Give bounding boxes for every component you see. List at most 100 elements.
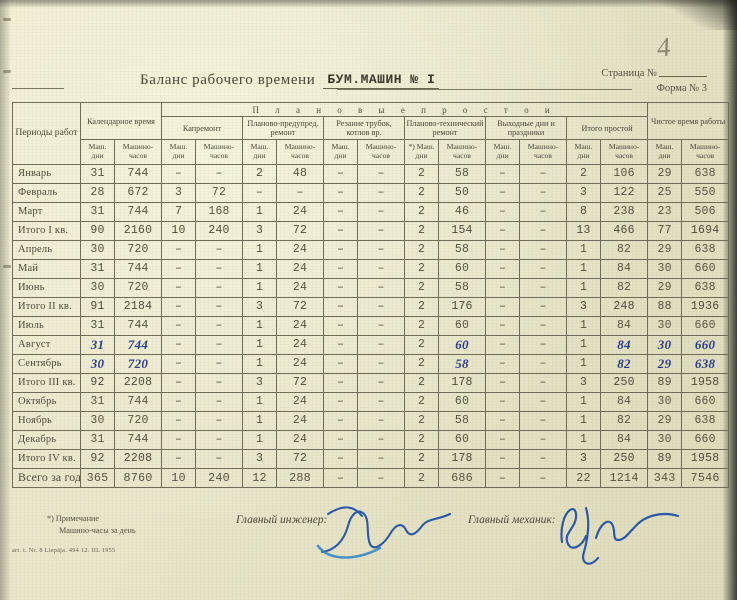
row-label-period: Март <box>12 201 81 222</box>
cell-kap-h: – <box>195 429 244 450</box>
cell-ppr-d: 1 <box>242 410 278 431</box>
cell-ppr-d: 2 <box>242 163 278 184</box>
cell-cal-d: 90 <box>80 220 115 241</box>
signature-engineer-label: Главный инженер: <box>236 514 328 526</box>
col-header-rezanie: Резание трубок, котлов вр. <box>323 116 406 141</box>
cell-idle-d: 1 <box>566 258 602 279</box>
cell-cal-h: 8760 <box>113 467 163 488</box>
col-header-planned-idle: П л а н о в ы е п р о с т о и <box>161 101 649 118</box>
cell-kap-d: – <box>161 296 197 317</box>
cell-cal-h: 2160 <box>113 220 163 241</box>
cell-rez-d: – <box>323 467 359 488</box>
row-label-period: Июль <box>12 315 81 336</box>
form-number-label: Форма № 3 <box>656 83 707 94</box>
subcol-header-ptr-days: *) Маш. дни <box>404 139 440 165</box>
footnote-marker: *) Примечание <box>47 514 100 523</box>
cell-kap-d: – <box>161 277 197 298</box>
cell-cal-d: 30 <box>80 410 115 431</box>
cell-net-h: 638 <box>681 163 730 184</box>
cell-net-d: 89 <box>647 372 683 393</box>
cell-hol-h: – <box>519 410 568 431</box>
cell-cal-d: 28 <box>80 182 115 203</box>
table-row: Сентябрь 30 720– –1 24– –2 58– –1 82 29 638 <box>12 353 730 374</box>
cell-cal-h: 720 <box>113 353 163 374</box>
table-row: Итого III кв. 92 2208– –3 72– –2 178– –3 250 89 19… <box>12 372 730 393</box>
cell-idle-d: 1 <box>566 391 602 412</box>
cell-kap-d: – <box>161 163 197 184</box>
cell-rez-d: – <box>323 391 359 412</box>
cell-ppr-d: 3 <box>242 372 278 393</box>
cell-hol-d: – <box>485 182 521 203</box>
cell-kap-h: 72 <box>195 182 244 203</box>
cell-kap-h: – <box>195 391 244 412</box>
cell-idle-h: 1214 <box>600 467 649 488</box>
cell-ptr-h: 58 <box>438 410 487 431</box>
cell-ptr-h: 60 <box>438 391 487 412</box>
cell-hol-h: – <box>519 277 568 298</box>
cell-idle-h: 250 <box>600 372 649 393</box>
cell-idle-d: 3 <box>566 448 602 469</box>
row-label-period: Октябрь <box>12 391 81 412</box>
cell-net-h: 1958 <box>681 372 730 393</box>
cell-hol-d: – <box>485 334 521 355</box>
cell-ppr-d: 1 <box>242 429 278 450</box>
cell-cal-d: 91 <box>80 296 115 317</box>
cell-cal-h: 744 <box>113 315 163 336</box>
cell-cal-d: 31 <box>80 391 115 412</box>
table-row: Всего за год 365 8760 10 240 12 288– –2 686– –22 1… <box>12 467 730 488</box>
row-label-period: Май <box>12 258 81 279</box>
cell-ppr-h: 24 <box>276 334 325 355</box>
cell-hol-d: – <box>485 239 521 260</box>
cell-kap-d: – <box>161 353 197 374</box>
cell-kap-h: – <box>195 163 244 184</box>
cell-hol-h: – <box>519 448 568 469</box>
cell-kap-d: – <box>161 258 197 279</box>
subcol-header-holidays-hours: Машино-часов <box>519 139 568 165</box>
col-header-net-work-time: Чистое время работы <box>647 101 730 141</box>
cell-ppr-h: – <box>276 182 325 203</box>
cell-cal-d: 31 <box>80 201 115 222</box>
cell-net-h: 506 <box>681 201 730 222</box>
cell-kap-h: – <box>195 258 244 279</box>
table-row: Ноябрь 30 720– –1 24– –2 58– –1 82 29 638 <box>12 410 730 431</box>
cell-hol-d: – <box>485 163 521 184</box>
col-header-ppr: Планово-предупред. ремонт <box>242 116 325 141</box>
cell-ptr-d: 2 <box>404 410 440 431</box>
cell-kap-d: – <box>161 239 197 260</box>
cell-net-d: 30 <box>647 334 683 355</box>
cell-net-h: 638 <box>681 277 730 298</box>
cell-ptr-d: 2 <box>404 429 440 450</box>
table-header: Периоды работ Календарное время П л а н … <box>12 101 730 165</box>
row-label-period: Апрель <box>12 239 81 260</box>
cell-net-h: 550 <box>681 182 730 203</box>
cell-hol-h: – <box>519 258 568 279</box>
cell-kap-d: – <box>161 410 197 431</box>
cell-ppr-d: – <box>242 182 278 203</box>
table-body: Январь 31 744– –2 48– –2 58– –2 106 29 638 Февраль 2… <box>12 163 730 488</box>
cell-idle-h: 82 <box>600 410 649 431</box>
cell-net-d: 343 <box>647 467 683 488</box>
subcol-header-rezanie-days: Маш. дни <box>323 139 359 165</box>
cell-ptr-h: 60 <box>438 258 487 279</box>
cell-idle-h: 82 <box>600 277 649 298</box>
cell-ptr-h: 178 <box>438 372 487 393</box>
header-row-units: Маш. дни Машино-часов Маш. дни Машино-часов Ма… <box>13 139 730 165</box>
table-row: Август 31 744– –1 24– –2 60– –1 84 30 660 <box>12 334 730 355</box>
subcol-header-ppr-days: Маш. дни <box>242 139 278 165</box>
cell-ptr-d: 2 <box>404 163 440 184</box>
subcol-header-kapremont-hours: Машино-часов <box>195 139 244 165</box>
cell-cal-h: 744 <box>113 201 163 222</box>
cell-idle-h: 122 <box>600 182 649 203</box>
scan-edge-left <box>0 0 10 600</box>
cell-net-d: 30 <box>647 429 683 450</box>
cell-hol-d: – <box>485 372 521 393</box>
cell-rez-d: – <box>323 353 359 374</box>
printer-imprint: art. t. Nr. 8 Liepāja. 494 12. IIL 1955 <box>12 547 116 554</box>
cell-ptr-d: 2 <box>404 277 440 298</box>
cell-rez-h: – <box>357 372 406 393</box>
signature-mechanic-mark <box>560 506 680 565</box>
cell-idle-d: 1 <box>566 429 602 450</box>
cell-kap-h: – <box>195 334 244 355</box>
cell-ptr-d: 2 <box>404 467 440 488</box>
cell-ptr-h: 60 <box>438 334 487 355</box>
